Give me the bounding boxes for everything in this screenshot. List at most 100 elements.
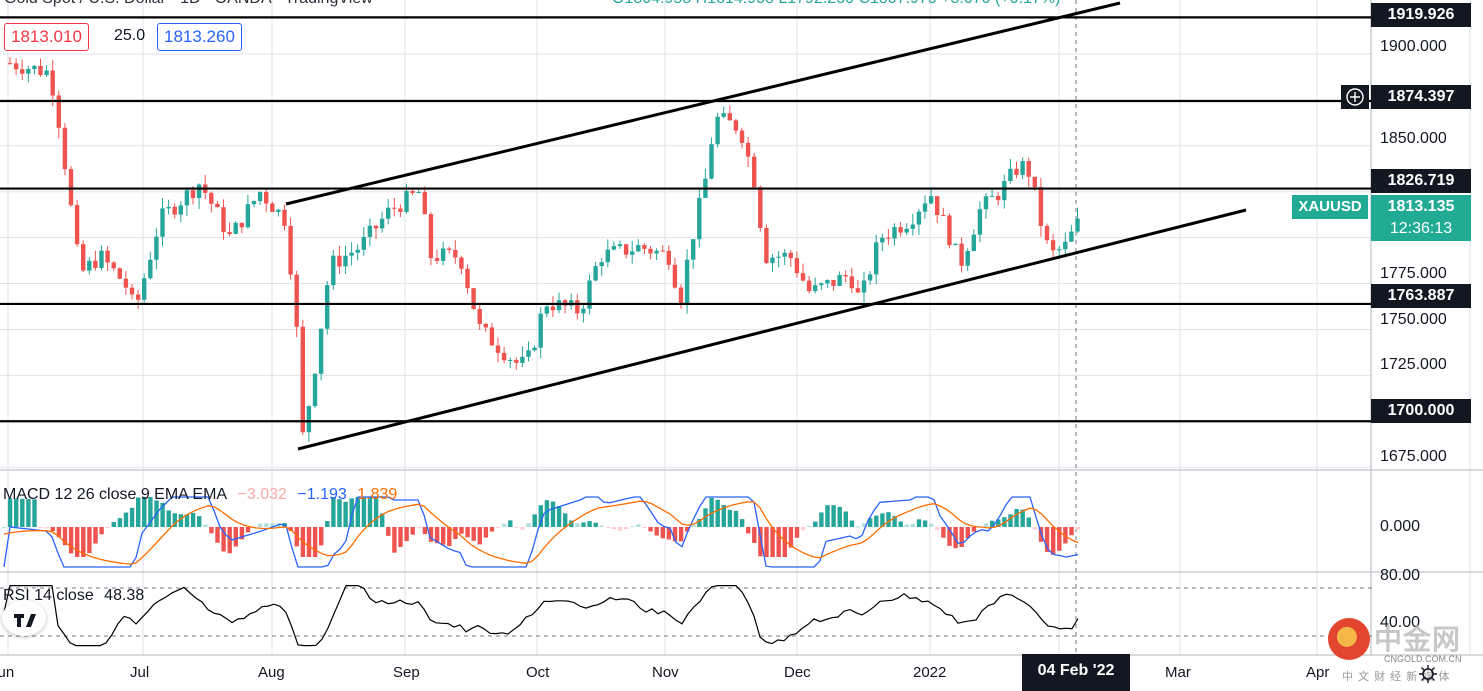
candle-body	[630, 251, 635, 255]
macd-hist-bar	[666, 527, 672, 540]
candle-body	[331, 255, 336, 286]
macd-hist-bar	[117, 518, 123, 527]
macd-title: MACD 12 26 close 9 EMA EMA	[3, 486, 228, 503]
cngold-watermark: 中金网 CNGOLD.COM.CN 中 文 财 经 新 媒 体	[1326, 614, 1483, 691]
macd-hist-bar	[1, 527, 7, 528]
macd-hist-bar	[831, 505, 836, 527]
candle-body	[453, 249, 458, 258]
candle-body	[1038, 187, 1044, 226]
candle-body	[32, 65, 37, 70]
macd-hist-bar	[953, 527, 958, 549]
settings-gear-icon[interactable]	[1418, 664, 1438, 684]
level-label[interactable]: 1874.397	[1371, 85, 1471, 109]
macd-hist-bar	[544, 500, 550, 527]
macd-hist-bar	[788, 527, 794, 548]
candle-body	[190, 190, 196, 199]
macd-hist-bar	[916, 519, 922, 527]
macd-hist-bar	[483, 527, 489, 538]
macd-hist-bar	[355, 497, 360, 527]
macd-hist-bar	[441, 527, 446, 545]
level-label[interactable]: 1763.887	[1371, 284, 1471, 308]
candle-body	[721, 113, 726, 117]
candle-body	[404, 190, 409, 212]
candle-body	[349, 252, 354, 256]
macd-hist-bar	[861, 523, 867, 527]
candle-body	[581, 308, 586, 314]
macd-hist-bar	[581, 522, 586, 527]
candle-body	[495, 345, 501, 353]
macd-hist-bar	[319, 527, 324, 546]
macd-hist-bar	[1051, 527, 1056, 555]
candle-body	[477, 309, 482, 324]
candle-body	[117, 268, 122, 279]
candle-body	[599, 262, 604, 267]
macd-hist-bar	[599, 525, 604, 527]
trend-lines	[0, 1, 1372, 451]
candle-body	[617, 244, 623, 247]
candle-body	[379, 218, 385, 229]
macd-hist-bar	[172, 513, 177, 527]
candle-body	[50, 70, 55, 96]
candle-body	[1002, 181, 1007, 201]
candle-body	[526, 350, 531, 357]
candle-body	[99, 250, 104, 268]
macd-hist-bar	[239, 527, 245, 540]
macd-hist-bar	[624, 527, 629, 529]
tradingview-logo[interactable]	[2, 600, 46, 636]
level-label[interactable]: 1700.000	[1371, 399, 1471, 423]
price-tick: 1675.000	[1380, 448, 1447, 465]
rsi-value: 48.38	[104, 587, 145, 604]
macd-hist-bar	[593, 522, 598, 527]
candle-body	[922, 203, 928, 212]
candle-body	[386, 207, 391, 219]
macd-hist-bar	[910, 523, 916, 527]
macd-hist-bar	[270, 523, 275, 527]
macd-hist-bar	[538, 505, 543, 527]
watermark-cn: 中金网	[1374, 624, 1462, 655]
candle-body	[459, 257, 464, 269]
macd-hist-bar	[434, 527, 440, 544]
watermark-en: CNGOLD.COM.CN	[1384, 654, 1462, 664]
candle-body	[928, 196, 934, 204]
macd-hist-bar	[465, 527, 470, 538]
price-tick: 1850.000	[1380, 130, 1447, 147]
level-label[interactable]: 1919.926	[1371, 3, 1471, 27]
candle-body	[642, 245, 647, 249]
macd-hist-bar	[971, 527, 977, 532]
cngold-logo-icon	[1328, 618, 1370, 660]
time-label: Jun	[0, 664, 15, 681]
candlesticks	[7, 56, 1080, 442]
macd-line	[3, 496, 1079, 568]
candle-body	[398, 208, 403, 212]
candle-body	[532, 347, 537, 351]
candle-body	[209, 192, 214, 204]
rsi-axis-40: 40.00	[1380, 614, 1421, 631]
macd-hist-bar	[447, 527, 452, 547]
sell-price-box[interactable]: 1813.010	[4, 23, 89, 51]
candle-body	[770, 257, 775, 264]
add-plus-icon[interactable]	[1341, 85, 1369, 109]
buy-price-box[interactable]: 1813.260	[157, 23, 242, 51]
macd-hist-bar	[422, 527, 428, 535]
candle-body	[129, 287, 135, 295]
macd-hist-bar	[233, 527, 238, 547]
candle-body	[843, 275, 848, 277]
candle-body	[440, 248, 446, 261]
macd-hist-bar	[983, 523, 989, 527]
candle-body	[819, 283, 824, 286]
level-label[interactable]: 1826.719	[1371, 169, 1471, 193]
macd-hist-bar	[453, 527, 458, 540]
candle-body	[654, 250, 659, 254]
price-tick: 1750.000	[1380, 311, 1447, 328]
macd-hist-bar	[190, 512, 196, 527]
macd-hist-bar	[62, 527, 68, 546]
candle-body	[1020, 161, 1025, 175]
candle-body	[142, 278, 147, 300]
candle-body	[81, 244, 86, 271]
time-cursor-label: 04 Feb '22	[1022, 654, 1130, 691]
macd-hist-bar	[349, 498, 354, 527]
candle-body	[971, 234, 976, 251]
macd-hist-bar	[935, 527, 940, 531]
macd-hist-bar	[32, 499, 37, 527]
